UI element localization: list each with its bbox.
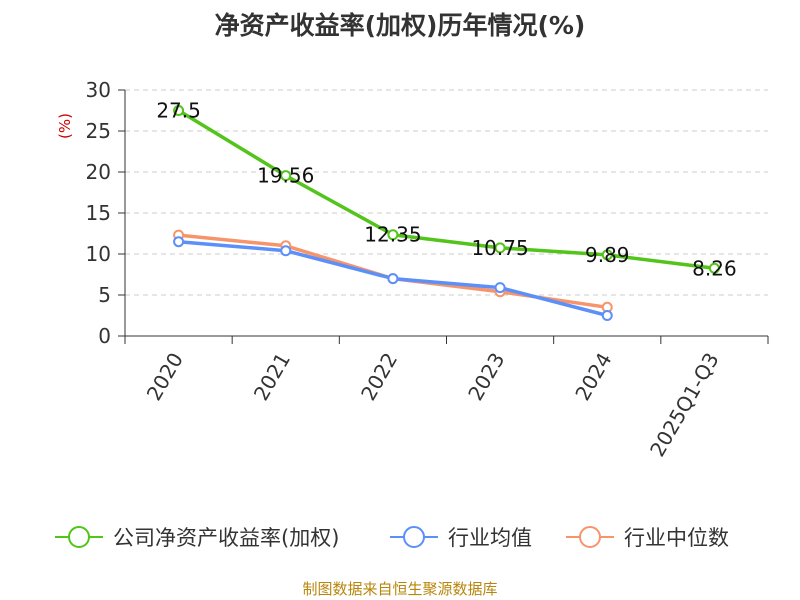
data-point: [280, 170, 292, 182]
legend-marker-icon: [403, 526, 425, 548]
data-label: 19.56: [257, 164, 314, 188]
data-point: [601, 249, 613, 261]
data-point: [280, 245, 292, 257]
legend-label: 行业中位数: [624, 526, 729, 550]
source-note: 制图数据来自恒生聚源数据库: [302, 580, 498, 598]
y-tick-label: 25: [86, 119, 111, 143]
legend-marker-icon: [68, 526, 90, 548]
y-tick-label: 5: [98, 283, 111, 307]
legend-label: 行业均值: [448, 526, 532, 550]
data-point: [601, 310, 613, 321]
data-point: [173, 105, 185, 116]
data-point: [387, 229, 399, 241]
data-label: 27.5: [156, 99, 201, 123]
legend-label: 公司净资产收益率(加权): [113, 526, 339, 550]
x-tick-label: 2022: [356, 349, 402, 405]
x-tick-label: 2024: [570, 349, 616, 405]
y-tick-label: 0: [98, 324, 111, 348]
x-tick-label: 2025Q1-Q3: [645, 349, 724, 461]
y-tick-label: 20: [86, 160, 111, 184]
y-tick-label: 10: [86, 242, 111, 266]
data-point: [494, 282, 506, 294]
chart-title: 净资产收益率(加权)历年情况(%): [214, 11, 586, 40]
line-chart: 0 5 10 15 20 25 30 (%) 2020 2021 2022 2023 2024 2025Q…: [55, 78, 769, 550]
data-label: 10.75: [471, 236, 528, 260]
data-point: [708, 262, 720, 274]
x-tick-label: 2023: [463, 349, 509, 405]
legend-marker-icon: [579, 526, 601, 548]
data-point: [494, 242, 506, 254]
x-tick-label: 2020: [142, 349, 188, 405]
series-line: [177, 109, 715, 271]
y-tick-label: 15: [86, 201, 111, 225]
data-point: [387, 273, 399, 285]
y-axis-label: (%): [56, 113, 74, 139]
data-label: 12.35: [364, 223, 421, 247]
data-label: 8.26: [692, 256, 737, 280]
data-point: [173, 236, 185, 248]
data-label: 9.89: [585, 243, 630, 267]
y-tick-label: 30: [86, 78, 111, 102]
x-tick-label: 2021: [249, 349, 295, 405]
